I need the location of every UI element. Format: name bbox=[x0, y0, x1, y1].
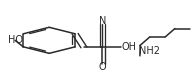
Text: NH2: NH2 bbox=[139, 46, 160, 56]
Text: O: O bbox=[98, 62, 106, 72]
Text: N: N bbox=[99, 16, 106, 26]
Text: OH: OH bbox=[122, 42, 137, 52]
Text: HO: HO bbox=[8, 35, 23, 45]
